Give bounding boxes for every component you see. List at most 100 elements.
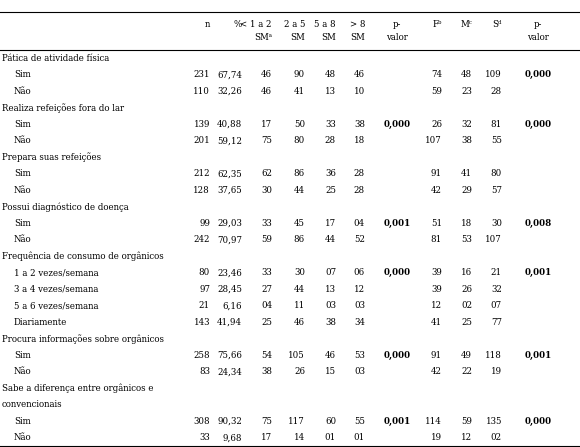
Text: 77: 77 [491, 318, 502, 327]
Text: 52: 52 [354, 235, 365, 244]
Text: 02: 02 [461, 301, 472, 310]
Text: 53: 53 [461, 235, 472, 244]
Text: 27: 27 [261, 285, 272, 294]
Text: 10: 10 [354, 87, 365, 96]
Text: Sim: Sim [14, 120, 31, 129]
Text: 5 a 8: 5 a 8 [314, 21, 336, 30]
Text: 23: 23 [461, 87, 472, 96]
Text: 9,68: 9,68 [223, 433, 242, 442]
Text: valor: valor [386, 34, 408, 42]
Text: 03: 03 [354, 301, 365, 310]
Text: convencionais: convencionais [2, 400, 63, 409]
Text: 50: 50 [294, 120, 305, 129]
Text: 55: 55 [491, 136, 502, 145]
Text: 143: 143 [194, 318, 210, 327]
Text: SM: SM [350, 34, 365, 42]
Text: 41: 41 [294, 87, 305, 96]
Text: 02: 02 [491, 433, 502, 442]
Text: 41: 41 [461, 169, 472, 178]
Text: Sim: Sim [14, 417, 31, 426]
Text: 109: 109 [485, 70, 502, 79]
Text: 75,66: 75,66 [217, 351, 242, 360]
Text: SM: SM [290, 34, 305, 42]
Text: 32: 32 [491, 285, 502, 294]
Text: 12: 12 [461, 433, 472, 442]
Text: 17: 17 [325, 219, 336, 228]
Text: 46: 46 [261, 70, 272, 79]
Text: 0,000: 0,000 [383, 268, 411, 277]
Text: > 8: > 8 [350, 21, 365, 30]
Text: 13: 13 [325, 285, 336, 294]
Text: 97: 97 [199, 285, 210, 294]
Text: 60: 60 [325, 417, 336, 426]
Text: 38: 38 [461, 136, 472, 145]
Text: 46: 46 [294, 318, 305, 327]
Text: 53: 53 [354, 351, 365, 360]
Text: Fᵇ: Fᵇ [433, 21, 442, 30]
Text: 17: 17 [261, 120, 272, 129]
Text: 26: 26 [294, 367, 305, 376]
Text: 36: 36 [325, 169, 336, 178]
Text: 41,94: 41,94 [217, 318, 242, 327]
Text: Frequência de consumo de orgânicos: Frequência de consumo de orgânicos [2, 252, 164, 261]
Text: 45: 45 [294, 219, 305, 228]
Text: 59: 59 [261, 235, 272, 244]
Text: 03: 03 [325, 301, 336, 310]
Text: Realiza refeições fora do lar: Realiza refeições fora do lar [2, 103, 124, 113]
Text: %: % [234, 21, 242, 30]
Text: Sim: Sim [14, 351, 31, 360]
Text: Sᵈ: Sᵈ [492, 21, 502, 30]
Text: 0,000: 0,000 [524, 120, 552, 129]
Text: 139: 139 [194, 120, 210, 129]
Text: SMᵃ: SMᵃ [254, 34, 272, 42]
Text: 28: 28 [325, 136, 336, 145]
Text: 110: 110 [193, 87, 210, 96]
Text: 86: 86 [294, 169, 305, 178]
Text: 42: 42 [431, 186, 442, 195]
Text: Procura informações sobre orgânicos: Procura informações sobre orgânicos [2, 334, 164, 344]
Text: 3 a 4 vezes/semana: 3 a 4 vezes/semana [14, 285, 99, 294]
Text: 16: 16 [461, 268, 472, 277]
Text: 118: 118 [485, 351, 502, 360]
Text: 201: 201 [193, 136, 210, 145]
Text: Diariamente: Diariamente [14, 318, 67, 327]
Text: 25: 25 [325, 186, 336, 195]
Text: 75: 75 [261, 136, 272, 145]
Text: p-: p- [393, 21, 401, 30]
Text: 59: 59 [431, 87, 442, 96]
Text: 0,000: 0,000 [524, 417, 552, 426]
Text: 33: 33 [261, 219, 272, 228]
Text: 28: 28 [354, 186, 365, 195]
Text: 57: 57 [491, 186, 502, 195]
Text: p-: p- [534, 21, 542, 30]
Text: 15: 15 [325, 367, 336, 376]
Text: 34: 34 [354, 318, 365, 327]
Text: Sim: Sim [14, 70, 31, 79]
Text: 2 a 5: 2 a 5 [284, 21, 305, 30]
Text: 06: 06 [354, 268, 365, 277]
Text: Não: Não [14, 433, 32, 442]
Text: 37,65: 37,65 [218, 186, 242, 195]
Text: Não: Não [14, 87, 32, 96]
Text: 03: 03 [354, 367, 365, 376]
Text: 62,35: 62,35 [218, 169, 242, 178]
Text: Sabe a diferença entre orgânicos e: Sabe a diferença entre orgânicos e [2, 384, 154, 393]
Text: 13: 13 [325, 87, 336, 96]
Text: 212: 212 [193, 169, 210, 178]
Text: 54: 54 [261, 351, 272, 360]
Text: 24,34: 24,34 [218, 367, 242, 376]
Text: 25: 25 [261, 318, 272, 327]
Text: 30: 30 [491, 219, 502, 228]
Text: 86: 86 [294, 235, 305, 244]
Text: 80: 80 [293, 136, 305, 145]
Text: 114: 114 [425, 417, 442, 426]
Text: 01: 01 [325, 433, 336, 442]
Text: Mᶜ: Mᶜ [461, 21, 472, 30]
Text: 0,001: 0,001 [524, 351, 552, 360]
Text: 258: 258 [193, 351, 210, 360]
Text: 18: 18 [461, 219, 472, 228]
Text: 28: 28 [491, 87, 502, 96]
Text: 21: 21 [199, 301, 210, 310]
Text: 90,32: 90,32 [217, 417, 242, 426]
Text: 51: 51 [431, 219, 442, 228]
